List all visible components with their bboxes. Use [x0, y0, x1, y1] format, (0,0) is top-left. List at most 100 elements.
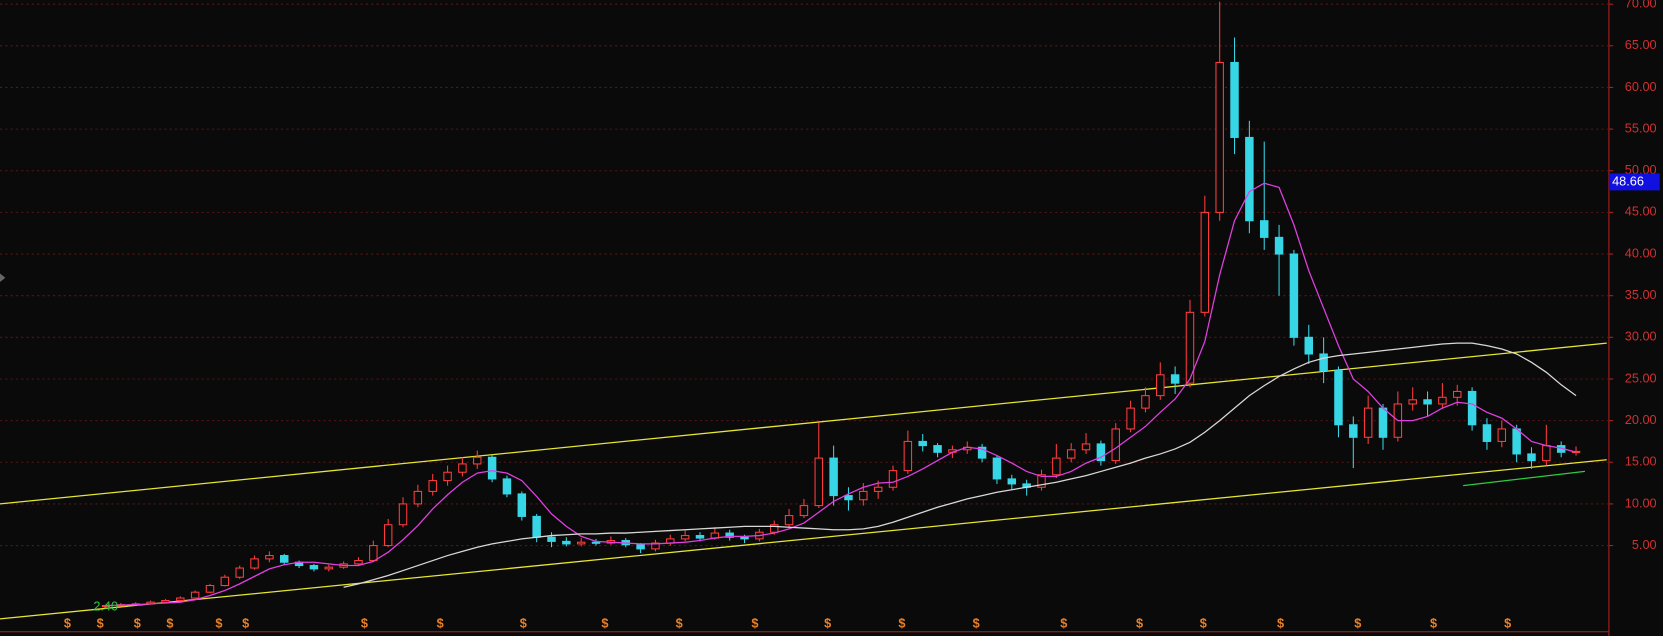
y-tick-label: 70.00	[1625, 0, 1657, 11]
candle-body	[309, 565, 319, 570]
y-tick-label: 45.00	[1625, 204, 1657, 219]
candle-body	[473, 456, 482, 465]
y-tick-label: 55.00	[1625, 120, 1657, 135]
candle-body	[1170, 374, 1180, 384]
dividend-marker: $	[1354, 616, 1361, 631]
candle-body	[1453, 390, 1462, 398]
candle-body	[829, 457, 838, 497]
candle-body	[933, 445, 942, 453]
candle-body	[992, 457, 1002, 480]
candle-body	[517, 493, 527, 517]
dividend-marker: $	[676, 616, 683, 631]
trend-line	[1463, 470, 1586, 487]
candle-body	[1482, 424, 1492, 442]
dividend-marker: $	[361, 616, 368, 631]
candle-body	[918, 440, 927, 447]
candle-body	[1274, 236, 1284, 255]
scroll-handle	[0, 273, 6, 282]
dividend-marker: $	[134, 616, 141, 631]
dividend-marker: $	[1136, 616, 1143, 631]
dividend-marker: $	[215, 616, 222, 631]
candle-body	[1185, 311, 1195, 384]
y-tick-label: 35.00	[1625, 287, 1657, 302]
candle-body	[235, 567, 244, 578]
candle-body	[576, 541, 586, 545]
candle-body	[695, 535, 705, 539]
dividend-marker: $	[973, 616, 980, 631]
candle-body	[1408, 399, 1417, 405]
candle-body	[324, 566, 334, 570]
candle-body	[190, 591, 200, 599]
y-tick-label: 60.00	[1625, 79, 1657, 94]
candle-body	[1542, 445, 1551, 462]
dividend-marker: $	[520, 616, 527, 631]
candle-body	[1096, 443, 1106, 462]
candle-body	[176, 597, 185, 602]
dividend-marker: $	[1060, 616, 1067, 631]
candle-body	[161, 599, 170, 603]
candle-body	[1066, 449, 1076, 459]
candle-body	[903, 440, 913, 472]
moving-average-line	[343, 342, 1577, 588]
candle-body	[443, 471, 452, 482]
candle-body	[1289, 253, 1299, 338]
last-price-label: 48.66	[1612, 173, 1644, 188]
dividend-marker: $	[64, 616, 71, 631]
candle-body	[562, 540, 571, 545]
dividend-marker: $	[97, 616, 104, 631]
candle-body	[888, 470, 898, 488]
candle-body	[250, 558, 259, 569]
dividend-marker: $	[1430, 616, 1437, 631]
low-price-label: 2.40	[93, 599, 118, 614]
candle-body	[1378, 407, 1388, 438]
candle-body	[636, 544, 645, 550]
candle-body	[205, 585, 215, 593]
candle-body	[859, 490, 868, 501]
candle-body	[1037, 474, 1046, 488]
candle-body	[220, 576, 230, 587]
candle-body	[784, 515, 794, 526]
candle-body	[1007, 478, 1017, 485]
candle-body	[1423, 399, 1432, 405]
candle-body	[1497, 428, 1507, 442]
candle-body	[428, 480, 437, 492]
candle-body	[1319, 353, 1328, 372]
candle-body	[265, 555, 274, 560]
last-price-tag	[1608, 173, 1660, 191]
candle-body	[413, 490, 423, 505]
candle-body	[799, 505, 809, 517]
y-tick-label: 65.00	[1625, 37, 1657, 52]
dividend-marker: $	[601, 616, 608, 631]
candle-body	[1527, 453, 1536, 462]
y-tick-label: 40.00	[1625, 245, 1657, 260]
candle-body	[354, 560, 363, 565]
candle-body	[814, 457, 824, 507]
candle-body	[383, 524, 393, 547]
candle-body	[740, 536, 749, 540]
dividend-marker: $	[751, 616, 758, 631]
candle-body	[1200, 211, 1210, 313]
candle-body	[1111, 428, 1120, 462]
candle-body	[532, 515, 541, 538]
candle-body	[591, 541, 601, 544]
candle-body	[1230, 61, 1239, 138]
candle-body	[1156, 374, 1165, 397]
candle-body	[1438, 396, 1447, 405]
candle-body	[1363, 407, 1373, 438]
candle-body	[1052, 457, 1061, 476]
dividend-marker: $	[166, 616, 173, 631]
candle-body	[1349, 424, 1358, 438]
y-tick-label: 20.00	[1625, 412, 1657, 427]
dividend-marker: $	[242, 616, 249, 631]
candle-body	[398, 503, 408, 526]
dividend-marker: $	[824, 616, 831, 631]
y-tick-label: 50.00	[1625, 162, 1657, 177]
candle-body	[1512, 428, 1521, 455]
candle-body	[369, 545, 378, 562]
dividend-marker: $	[437, 616, 444, 631]
candle-body	[547, 536, 556, 542]
candle-body	[1245, 136, 1254, 222]
